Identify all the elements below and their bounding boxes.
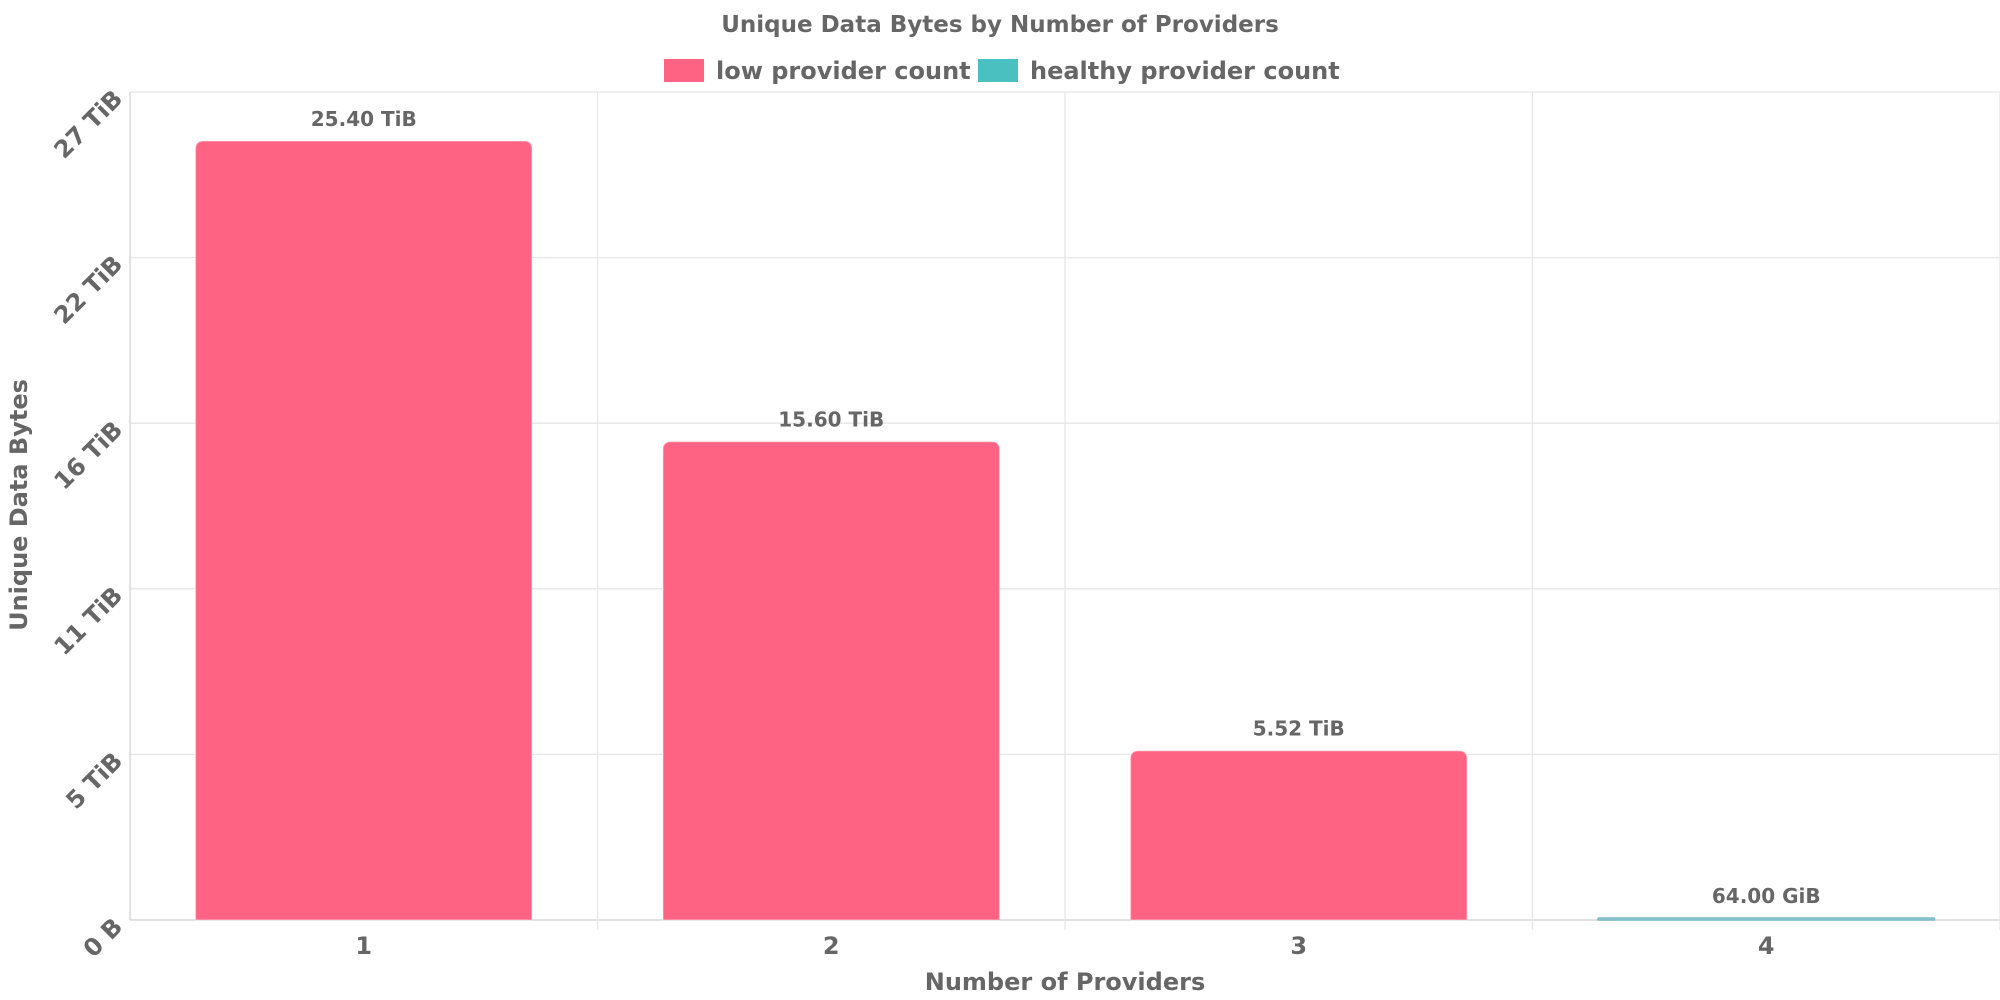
bar-3[interactable] <box>1129 749 1468 921</box>
x-axis-ticks: 1 2 3 4 <box>355 932 1774 960</box>
x-tick-label-3: 3 <box>1290 932 1307 960</box>
data-label-2: 15.60 TiB <box>778 408 884 432</box>
x-tick-label-2: 2 <box>823 932 840 960</box>
legend-swatch-healthy-provider-count <box>978 59 1018 82</box>
y-tick-label-27-tib: 27 TiB <box>49 84 129 164</box>
legend: low provider count healthy provider coun… <box>664 57 1340 85</box>
x-axis-title: Number of Providers <box>925 968 1205 996</box>
y-axis-title: Unique Data Bytes <box>5 379 33 631</box>
y-tick-label-16-tib: 16 TiB <box>49 416 129 496</box>
legend-item-healthy-provider-count[interactable]: healthy provider count <box>978 57 1340 85</box>
y-tick-label-5-tib: 5 TiB <box>60 747 128 815</box>
bar-4[interactable] <box>1597 917 1936 921</box>
data-label-4: 64.00 GiB <box>1712 884 1821 908</box>
y-tick-label-11-tib: 11 TiB <box>49 581 129 661</box>
legend-label-healthy-provider-count: healthy provider count <box>1030 57 1340 85</box>
data-label-3: 5.52 TiB <box>1253 717 1345 741</box>
y-axis-ticks: 0 B 5 TiB 11 TiB 16 TiB 22 TiB 27 TiB <box>49 84 129 962</box>
y-tick-label-22-tib: 22 TiB <box>49 250 129 330</box>
x-tick-label-1: 1 <box>355 932 372 960</box>
legend-label-low-provider-count: low provider count <box>716 57 971 85</box>
legend-swatch-low-provider-count <box>664 59 704 82</box>
bars <box>194 140 1936 921</box>
y-tick-label-0-b: 0 B <box>78 912 128 962</box>
legend-item-low-provider-count[interactable]: low provider count <box>664 57 971 85</box>
chart-title: Unique Data Bytes by Number of Providers <box>721 12 1279 38</box>
bar-2[interactable] <box>662 440 1001 921</box>
data-label-1: 25.40 TiB <box>311 107 417 131</box>
data-labels: 25.40 TiB 15.60 TiB 5.52 TiB 64.00 GiB <box>311 107 1821 908</box>
bar-1[interactable] <box>194 140 533 921</box>
x-tick-label-4: 4 <box>1758 932 1775 960</box>
